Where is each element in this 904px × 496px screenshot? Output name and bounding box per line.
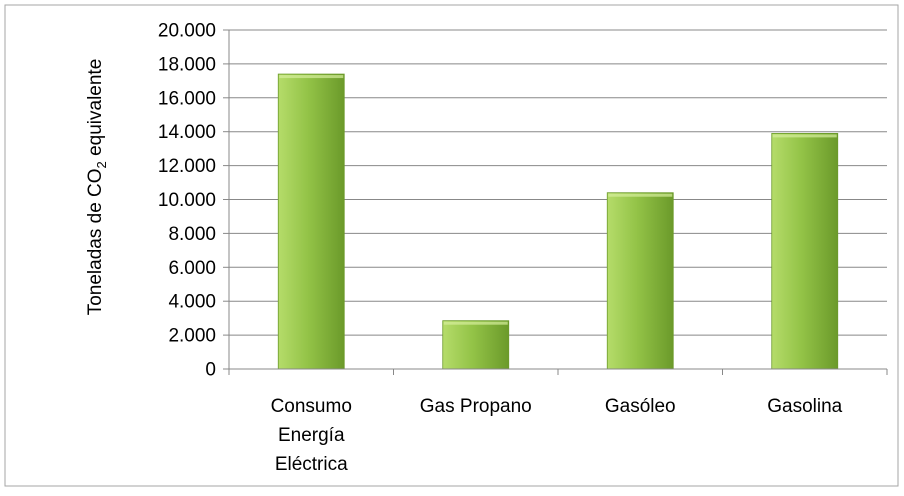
bar xyxy=(771,132,839,370)
y-tick-label: 16.000 xyxy=(158,88,216,109)
y-tick-label: 2.000 xyxy=(168,326,216,347)
bar xyxy=(277,73,345,370)
bar xyxy=(442,320,510,370)
y-tick-label: 4.000 xyxy=(168,292,216,313)
bar-highlight xyxy=(279,75,344,79)
x-tick-label: Gas Propano xyxy=(420,396,532,417)
y-tick-label: 0 xyxy=(205,360,216,381)
chart-frame xyxy=(4,4,899,487)
y-tick-label: 18.000 xyxy=(158,54,216,75)
x-tick-label: Gasóleo xyxy=(605,396,676,417)
y-tick-label: 14.000 xyxy=(158,122,216,143)
bar xyxy=(606,192,674,370)
bar-highlight xyxy=(772,134,837,138)
bar-highlight xyxy=(443,321,508,325)
y-tick-label: 6.000 xyxy=(168,258,216,279)
x-tick-label: Consumo Energía Eléctrica xyxy=(271,396,352,475)
bar-highlight xyxy=(608,193,673,197)
y-tick-labels: 0 2.000 4.000 6.000 8.000 10.000 12.000 14.000 1… xyxy=(158,21,216,381)
bars xyxy=(277,73,839,370)
y-tick-label: 20.000 xyxy=(158,21,216,42)
y-tick-label: 12.000 xyxy=(158,156,216,177)
axes xyxy=(223,29,888,375)
y-axis-label: Toneladas de CO2 equivalente xyxy=(85,59,109,316)
x-tick-labels: Consumo Energía Eléctrica Gas Propano Gasóle… xyxy=(271,396,843,475)
y-tick-label: 8.000 xyxy=(168,224,216,245)
x-tick-label: Gasolina xyxy=(767,396,842,417)
y-tick-label: 10.000 xyxy=(158,190,216,211)
